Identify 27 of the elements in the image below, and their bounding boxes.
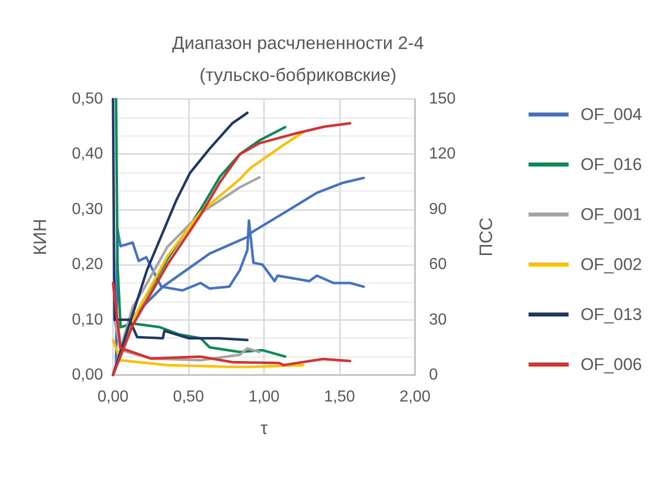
x-tick-label: 2,00 [399, 388, 431, 406]
y2-tick-label: 120 [429, 146, 456, 163]
legend-label: OF_001 [580, 205, 642, 224]
y-tick-label: 0,20 [72, 256, 104, 274]
legend-label: OF_006 [580, 355, 642, 374]
y2-tick-label: 30 [429, 311, 447, 328]
x-tick-label: 1,00 [248, 388, 280, 406]
y-tick-label: 0,50 [72, 90, 104, 108]
y-tick-label: 0,30 [72, 200, 104, 218]
x-tick-label: 1,50 [324, 388, 356, 406]
y2-tick-label: 60 [429, 256, 447, 274]
y2-tick-label: 90 [429, 200, 447, 218]
legend-label: OF_002 [580, 255, 642, 274]
x-tick-label: 0,50 [172, 388, 204, 406]
y2-tick-label: 0 [429, 366, 438, 384]
x-tick-label: 0,00 [97, 388, 129, 406]
y-tick-label: 0,00 [72, 366, 104, 384]
y-axis-title: КИН [30, 218, 50, 256]
legend-label: OF_004 [580, 105, 642, 124]
legend-label: OF_013 [580, 305, 642, 324]
y2-tick-label: 150 [429, 90, 456, 108]
x-axis-title: τ [260, 418, 268, 438]
chart-title: Диапазон расчлененности 2-4 (тульско-бобриковские) [172, 33, 424, 85]
y-tick-label: 0,10 [72, 311, 104, 328]
legend-label: OF_016 [580, 155, 642, 174]
y-tick-label: 0,40 [72, 146, 104, 163]
y2-axis-title: ПСС [476, 218, 496, 256]
